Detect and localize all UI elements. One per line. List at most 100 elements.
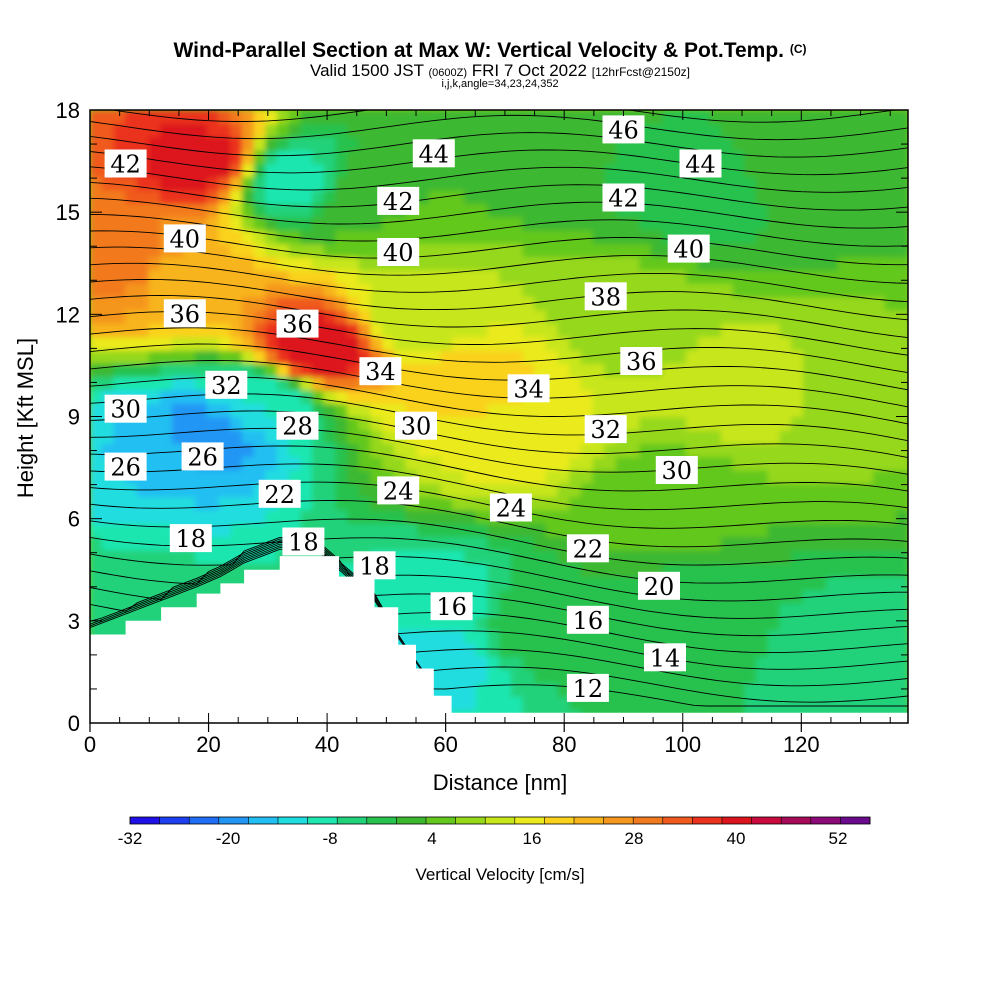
velocity-cell (627, 323, 640, 338)
velocity-cell (90, 496, 103, 511)
velocity-cell (697, 323, 710, 338)
velocity-cell (721, 216, 734, 231)
velocity-cell (347, 283, 360, 298)
velocity-cell (428, 549, 442, 564)
velocity-cell (604, 523, 617, 538)
velocity-cell (627, 283, 640, 298)
velocity-cell (697, 269, 710, 284)
velocity-cell (604, 509, 617, 524)
velocity-cell (370, 163, 383, 178)
velocity-cell (662, 376, 675, 391)
velocity-cell (463, 323, 477, 338)
velocity-cell (206, 203, 220, 218)
velocity-cell (791, 469, 804, 484)
velocity-cell (650, 509, 664, 524)
velocity-cell (849, 549, 862, 564)
velocity-cell (230, 536, 243, 551)
velocity-cell (510, 629, 523, 644)
velocity-cell (347, 296, 360, 311)
velocity-cell (288, 283, 301, 298)
velocity-cell (300, 256, 313, 271)
velocity-cell (499, 656, 512, 671)
velocity-cell (183, 256, 196, 271)
velocity-cell (627, 163, 640, 178)
velocity-cell (405, 336, 418, 351)
velocity-cell (896, 429, 908, 444)
velocity-cell (849, 136, 862, 151)
velocity-cell (405, 123, 418, 138)
velocity-cell (767, 589, 781, 604)
velocity-cell (393, 589, 407, 604)
velocity-cell (861, 389, 874, 404)
velocity-cell (779, 296, 792, 311)
velocity-cell (522, 203, 535, 218)
velocity-cell (382, 443, 395, 458)
velocity-cell (125, 189, 138, 204)
velocity-cell (218, 243, 231, 258)
velocity-cell (545, 203, 559, 218)
velocity-cell (522, 363, 535, 378)
contour-label: 44 (679, 149, 722, 179)
colorbar-tick-label: 40 (727, 829, 746, 848)
velocity-cell (639, 603, 652, 617)
velocity-cell (183, 509, 196, 524)
velocity-cell (475, 203, 488, 218)
velocity-cell (849, 696, 862, 711)
velocity-cell (125, 136, 138, 151)
velocity-cell (452, 336, 465, 351)
velocity-cell (732, 429, 745, 444)
velocity-cell (183, 349, 196, 364)
velocity-cell (721, 416, 734, 431)
contour-label-value: 34 (513, 375, 544, 403)
velocity-cell (744, 176, 757, 191)
velocity-cell (826, 509, 839, 524)
velocity-cell (580, 576, 594, 591)
velocity-cell (510, 189, 523, 204)
velocity-cell (872, 323, 886, 338)
velocity-cell (627, 696, 640, 711)
contour-label: 12 (566, 673, 609, 703)
velocity-cell (545, 323, 559, 338)
velocity-cell (90, 523, 103, 538)
velocity-cell (732, 389, 745, 404)
velocity-cell (615, 269, 629, 284)
velocity-cell (580, 203, 594, 218)
velocity-cell (160, 349, 173, 364)
velocity-cell (685, 496, 699, 511)
velocity-cell (627, 443, 640, 458)
contour-label: 18 (169, 524, 212, 553)
contour-label-box (644, 643, 686, 672)
velocity-cell (849, 163, 862, 178)
velocity-cell (697, 603, 710, 617)
velocity-cell (101, 376, 114, 391)
velocity-cell (125, 496, 138, 511)
velocity-cell (276, 269, 290, 284)
velocity-cell (288, 203, 301, 218)
velocity-cell (440, 656, 453, 671)
velocity-cell (288, 149, 301, 164)
velocity-cell (814, 336, 827, 351)
velocity-cell (674, 669, 687, 684)
velocity-cell (650, 243, 664, 258)
velocity-cell (230, 349, 243, 364)
velocity-cell (195, 363, 208, 378)
velocity-cell (230, 523, 243, 538)
velocity-cell (849, 643, 862, 657)
velocity-cell (288, 256, 301, 271)
velocity-cell (347, 536, 360, 551)
velocity-cell (802, 136, 816, 151)
velocity-cell (767, 656, 781, 671)
velocity-cell (335, 416, 348, 431)
velocity-cell (253, 243, 266, 258)
velocity-cell (627, 403, 640, 418)
velocity-cell (171, 256, 185, 271)
velocity-cell (837, 696, 851, 711)
velocity-cell (826, 456, 839, 471)
velocity-cell (662, 509, 675, 524)
velocity-cell (814, 576, 827, 591)
velocity-cell (604, 589, 617, 604)
velocity-cell (206, 323, 220, 338)
velocity-cell (685, 349, 699, 364)
velocity-cell (709, 549, 722, 564)
colorbar-tick-label: -32 (118, 829, 143, 848)
